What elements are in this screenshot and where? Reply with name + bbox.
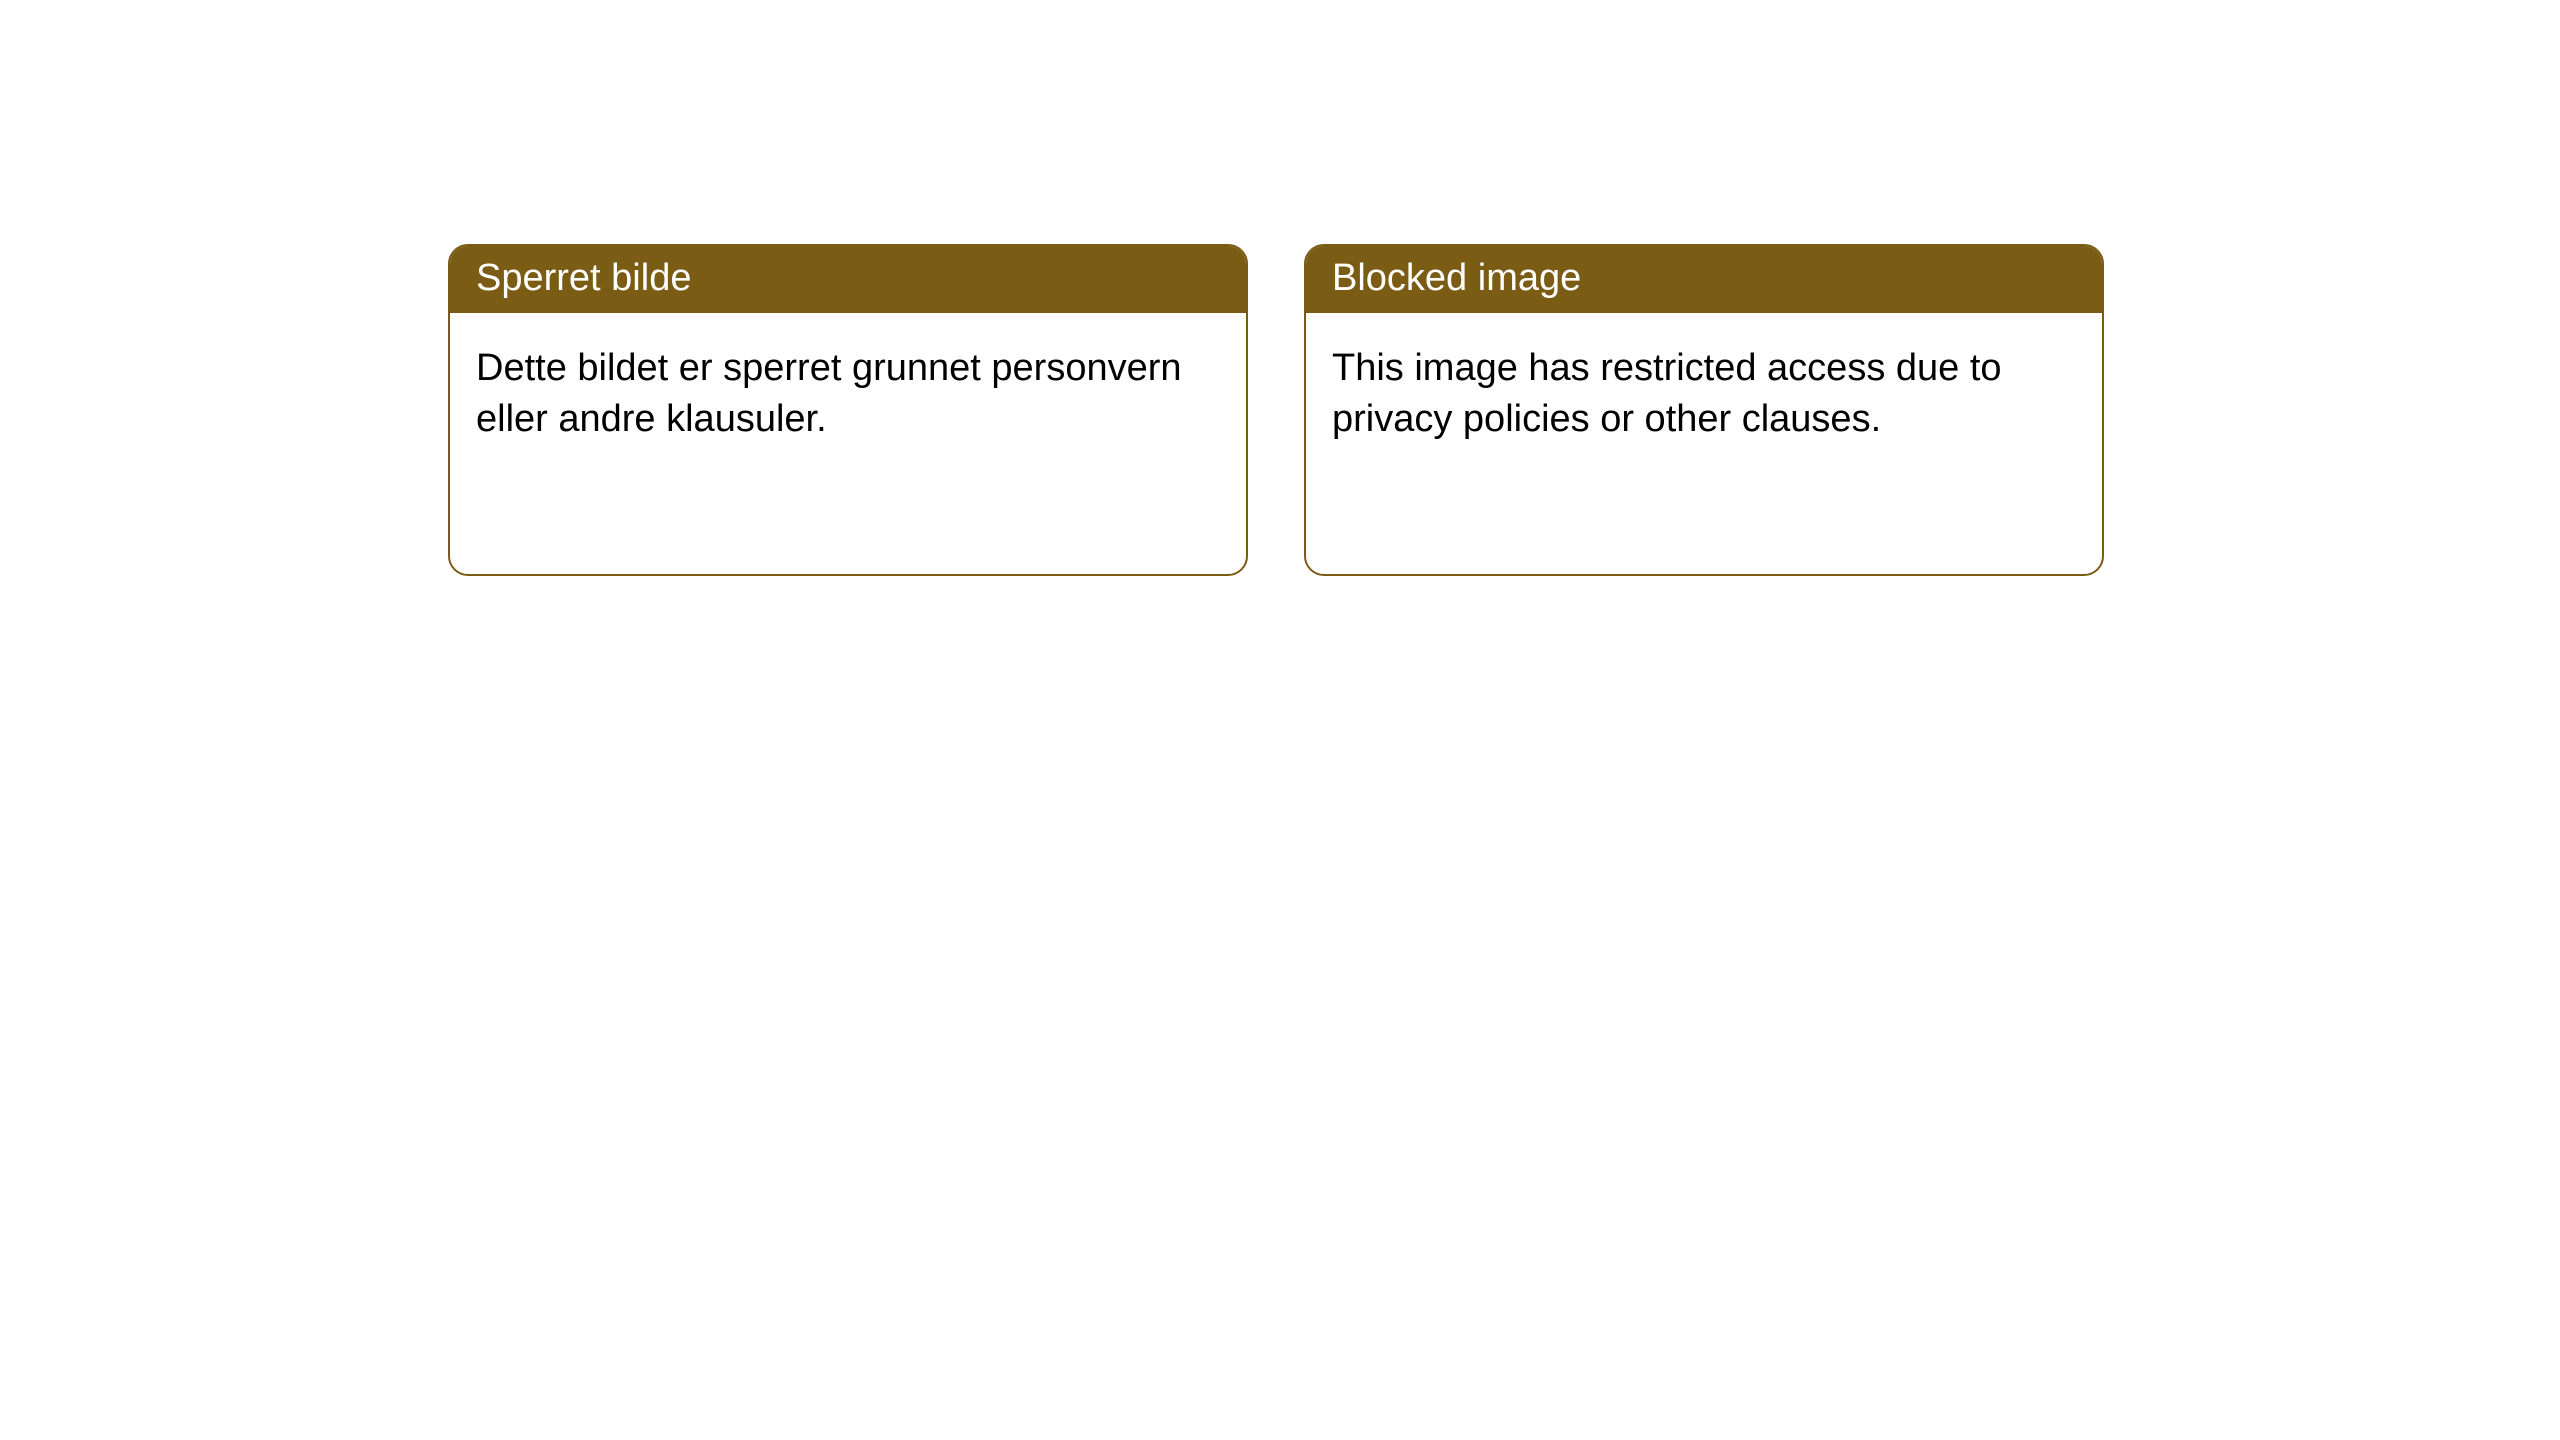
notice-body: Dette bildet er sperret grunnet personve…	[450, 313, 1246, 475]
notice-title: Sperret bilde	[450, 246, 1246, 313]
notice-card-english: Blocked image This image has restricted …	[1304, 244, 2104, 576]
notice-container: Sperret bilde Dette bildet er sperret gr…	[0, 0, 2560, 576]
notice-card-norwegian: Sperret bilde Dette bildet er sperret gr…	[448, 244, 1248, 576]
notice-title: Blocked image	[1306, 246, 2102, 313]
notice-body: This image has restricted access due to …	[1306, 313, 2102, 475]
